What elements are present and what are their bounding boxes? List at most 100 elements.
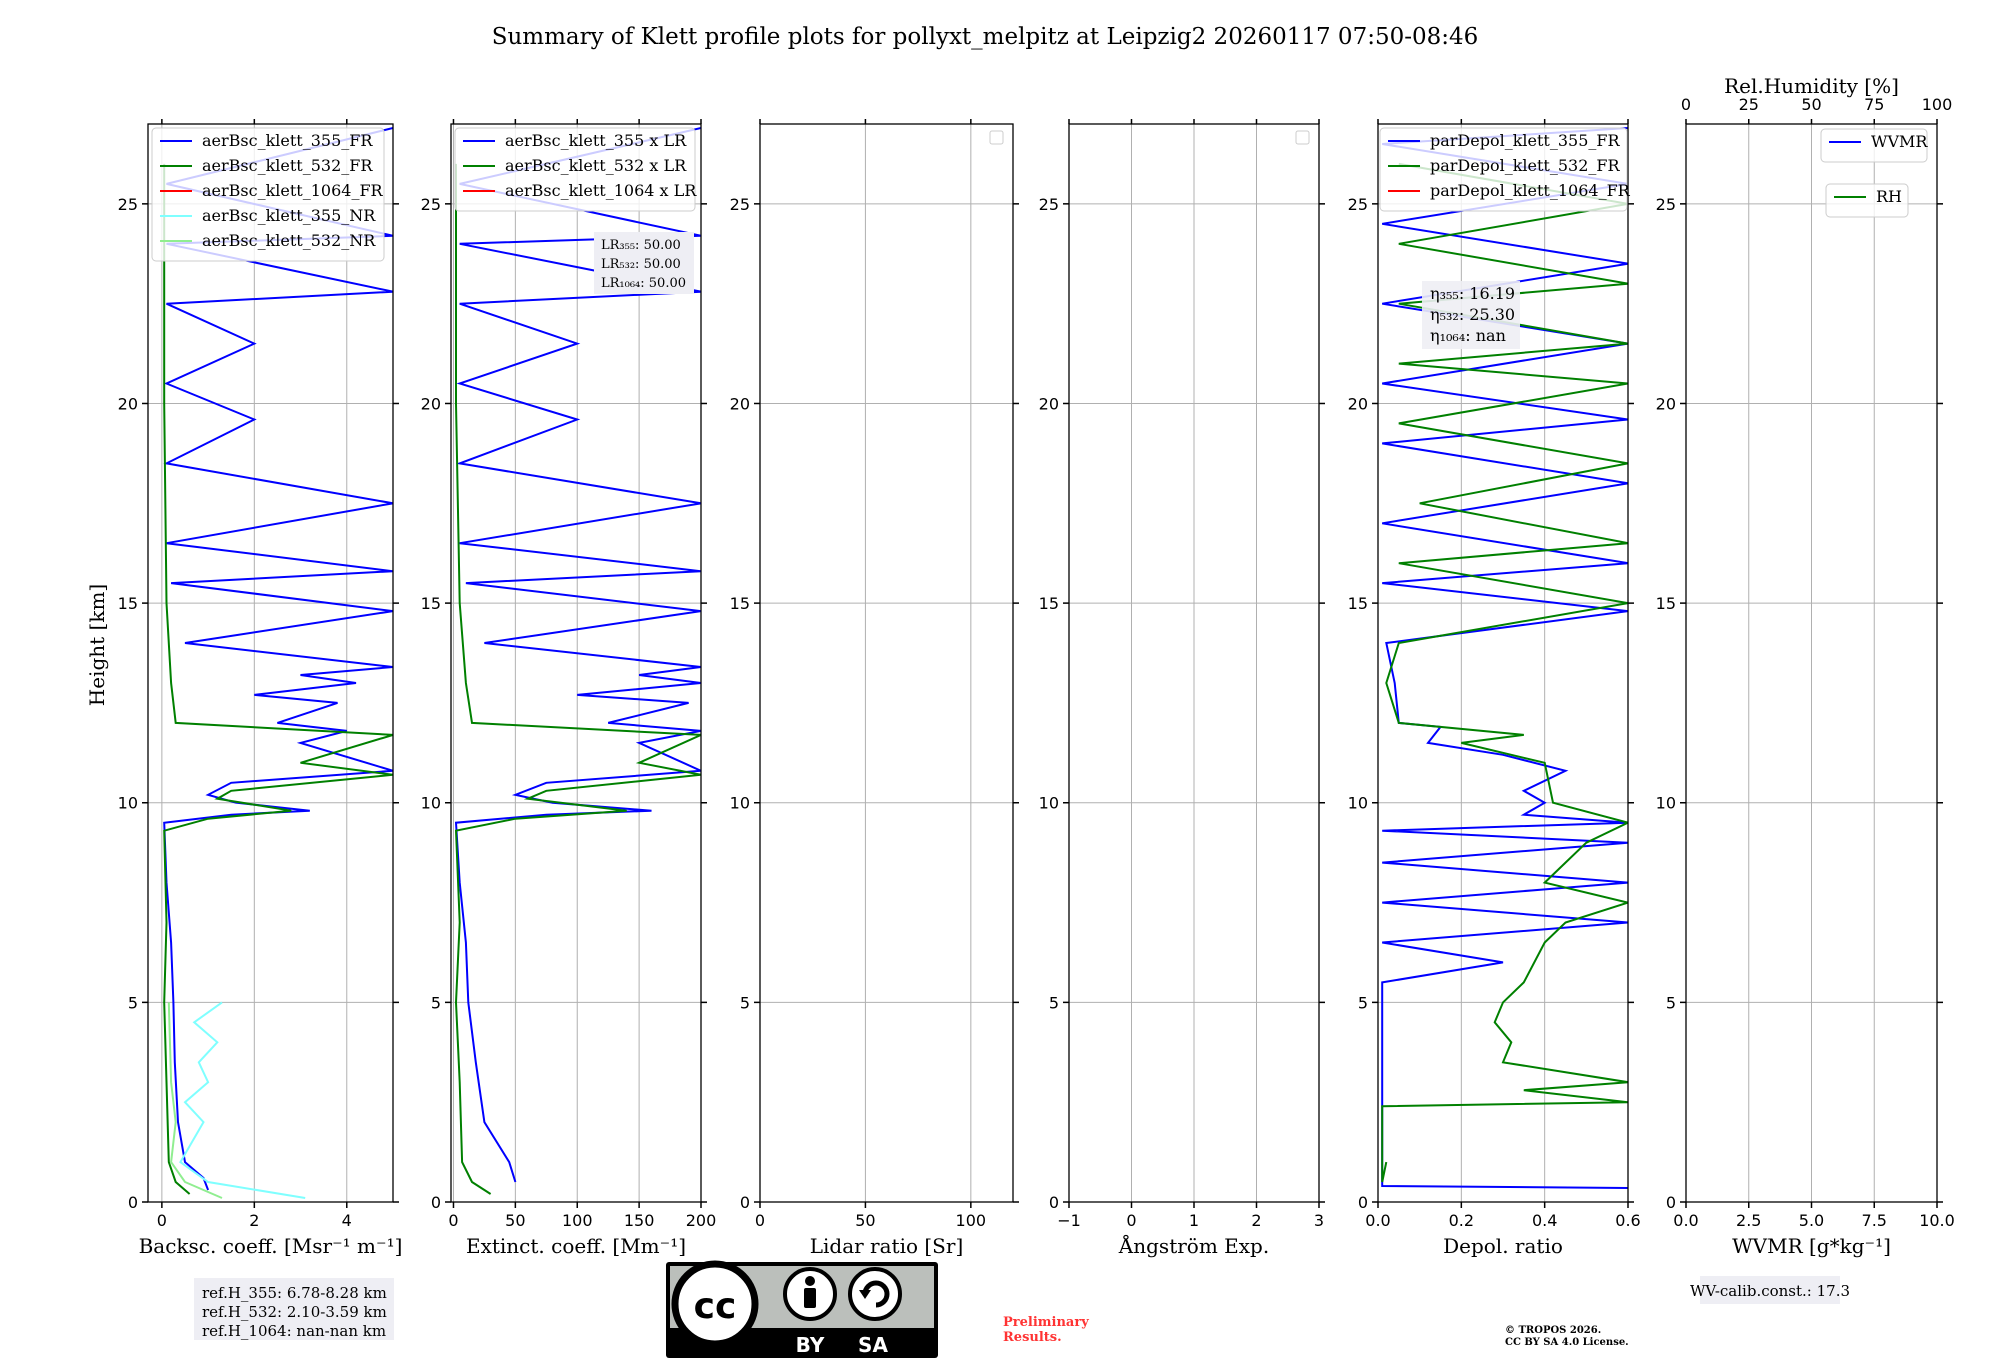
empty-legend-box xyxy=(1295,130,1310,145)
y-tick-label: 10 xyxy=(421,794,441,813)
legend-label: RH xyxy=(1876,187,1902,206)
top-x-tick-label: 0 xyxy=(1681,95,1691,114)
lr-value-label: LR₁₀₆₄: 50.00 xyxy=(601,276,686,291)
y-tick-label: 25 xyxy=(1656,195,1676,214)
top-x-tick-label: 50 xyxy=(1801,95,1821,114)
empty-legend-box xyxy=(989,130,1004,145)
legend-label: aerBsc_klett_1064_FR xyxy=(202,181,384,200)
x-tick-label: 0.0 xyxy=(1365,1211,1390,1230)
x-tick-label: 50 xyxy=(505,1211,525,1230)
legend-box xyxy=(1820,128,1928,163)
y-tick-label: 20 xyxy=(421,394,441,413)
x-tick-label: 150 xyxy=(624,1211,655,1230)
legend: aerBsc_klett_355_FR aerBsc_klett_532_FRae… xyxy=(151,127,385,262)
series-line-aerBsc_klett_355_NR xyxy=(179,1001,306,1199)
x-tick-label: −1 xyxy=(1057,1211,1081,1230)
legend-label: aerBsc_klett_532_FR xyxy=(202,156,373,175)
y-tick-label: 20 xyxy=(1656,394,1676,413)
figure-title: Summary of Klett profile plots for polly… xyxy=(492,24,1479,50)
legend-label: aerBsc_klett_355_FR xyxy=(202,131,373,150)
person-body-icon xyxy=(804,1288,816,1308)
x-tick-label: 3 xyxy=(1314,1211,1324,1230)
y-tick-label: 20 xyxy=(1348,394,1368,413)
badge-by-label: BY xyxy=(796,1333,825,1357)
series-line-aerBsc_klett_355_FR xyxy=(163,127,393,1191)
y-tick-label: 20 xyxy=(1039,394,1059,413)
x-tick-label: 0.6 xyxy=(1615,1211,1640,1230)
x-axis-label: Ångström Exp. xyxy=(1118,1233,1269,1258)
panel-frame xyxy=(147,123,394,1203)
eta-value-label: η₅₃₂: 25.30 xyxy=(1430,305,1515,324)
y-tick-label: 25 xyxy=(1039,195,1059,214)
series-line-aerBsc_klett_532_NR xyxy=(167,1002,223,1199)
panel-water-vapor: 0.0 2.5 5.0 7.5 10.0 0 5 10 15 20 25 WVMR [g*kg⁻¹] 0… xyxy=(1656,74,1955,1258)
top-x-tick-label: 25 xyxy=(1739,95,1759,114)
y-tick-label: 0 xyxy=(1049,1193,1059,1212)
legend-box xyxy=(454,127,696,212)
copyright-line: © TROPOS 2026. xyxy=(1505,1325,1601,1336)
x-axis-label: Backsc. coeff. [Msr⁻¹ m⁻¹] xyxy=(139,1234,403,1258)
x-tick-label: 100 xyxy=(956,1211,987,1230)
lr-box xyxy=(594,232,694,294)
lr-value-label: LR₅₃₂: 50.00 xyxy=(601,257,681,272)
y-tick-label: 15 xyxy=(1039,594,1059,613)
wv-calib-box xyxy=(1700,1276,1840,1304)
x-tick-label: 0.2 xyxy=(1449,1211,1474,1230)
top-x-axis-label: Rel.Humidity [%] xyxy=(1724,74,1899,98)
y-tick-label: 5 xyxy=(1358,993,1368,1012)
legend-label: parDepol_klett_532_FR xyxy=(1430,156,1621,175)
eta-value-label: η₃₅₅: 16.19 xyxy=(1430,284,1515,303)
panel-extinction: 0 50 100 150 200 0 5 10 15 20 25 Extinct. coeff. [M… xyxy=(421,119,717,1258)
lr-value-label: LR₃₅₅: 50.00 xyxy=(601,238,681,253)
sa-arrow-icon xyxy=(862,1280,890,1308)
y-tick-label: 10 xyxy=(118,794,138,813)
y-tick-label: 15 xyxy=(1348,594,1368,613)
y-tick-label: 0 xyxy=(431,1193,441,1212)
y-tick-label: 0 xyxy=(740,1193,750,1212)
top-x-tick-label: 75 xyxy=(1864,95,1884,114)
x-tick-label: 200 xyxy=(686,1211,717,1230)
x-tick-label: 7.5 xyxy=(1862,1211,1887,1230)
legend: WVMR xyxy=(1820,128,1928,163)
eta-value-label: η₁₀₆₄: nan xyxy=(1430,326,1506,345)
x-axis-label: Lidar ratio [Sr] xyxy=(810,1234,964,1258)
legend-box xyxy=(1825,183,1909,218)
y-tick-label: 0 xyxy=(128,1193,138,1212)
y-tick-label: 15 xyxy=(118,594,138,613)
cc-by-sa-badge[interactable]: cc BY SA xyxy=(666,1260,938,1358)
y-tick-label: 5 xyxy=(128,993,138,1012)
y-tick-label: 5 xyxy=(740,993,750,1012)
y-tick-label: 25 xyxy=(1348,195,1368,214)
legend-label: parDepol_klett_355_FR xyxy=(1430,131,1621,150)
x-axis-label: Extinct. coeff. [Mm⁻¹] xyxy=(466,1234,686,1258)
y-tick-label: 5 xyxy=(431,993,441,1012)
legend: aerBsc_klett_355 x LR aerBsc_klett_532 x … xyxy=(454,127,697,212)
x-tick-label: 0 xyxy=(448,1211,458,1230)
y-tick-label: 10 xyxy=(1039,794,1059,813)
panel-frame xyxy=(759,123,1014,1203)
legend-label: aerBsc_klett_355 x LR xyxy=(505,131,687,150)
y-tick-label: 25 xyxy=(421,195,441,214)
y-tick-label: 10 xyxy=(1656,794,1676,813)
y-tick-label: 0 xyxy=(1666,1193,1676,1212)
y-tick-label: 15 xyxy=(730,594,750,613)
x-tick-label: 0 xyxy=(1126,1211,1136,1230)
x-tick-label: 2.5 xyxy=(1736,1211,1761,1230)
top-x-tick-label: 100 xyxy=(1922,95,1953,114)
legend-label: aerBsc_klett_532 x LR xyxy=(505,156,687,175)
y-tick-label: 5 xyxy=(1049,993,1059,1012)
legend-label: aerBsc_klett_1064 x LR xyxy=(505,181,697,200)
y-tick-label: 15 xyxy=(421,594,441,613)
x-axis-label: WVMR [g*kg⁻¹] xyxy=(1732,1234,1891,1258)
x-tick-label: 0 xyxy=(157,1211,167,1230)
series-line-parDepol_klett_532_FR xyxy=(1381,162,1628,1183)
x-axis-label: Depol. ratio xyxy=(1443,1234,1563,1258)
ref-height-box xyxy=(194,1278,394,1340)
x-tick-label: 2 xyxy=(249,1211,259,1230)
y-tick-label: 5 xyxy=(1666,993,1676,1012)
x-tick-label: 100 xyxy=(562,1211,593,1230)
y-tick-label: 25 xyxy=(118,195,138,214)
x-tick-label: 1 xyxy=(1189,1211,1199,1230)
panel-frame xyxy=(450,123,702,1203)
